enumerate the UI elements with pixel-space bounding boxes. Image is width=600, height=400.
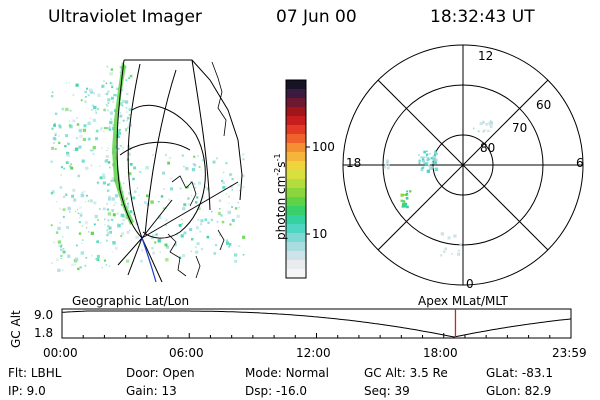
ip-readout: IP: 9.0 <box>8 384 46 398</box>
seq-readout: Seq: 39 <box>364 384 410 398</box>
date-label: 07 Jun 00 <box>276 7 357 27</box>
lat-lon-grid <box>116 59 243 283</box>
filter-readout: Flt: LBHL <box>8 366 62 380</box>
mlt-label-0: 0 <box>466 277 474 291</box>
mlt-label-12: 12 <box>478 49 494 63</box>
colorbar-tick-100: 100 <box>312 140 335 154</box>
glon-readout: GLon: 82.9 <box>486 384 552 398</box>
apex-label: Apex MLat/MLT <box>418 294 508 308</box>
time-tick-2359: 23:59 <box>552 346 587 360</box>
mlt-label-6: 6 <box>576 156 584 170</box>
gain-readout: Gain: 13 <box>126 384 177 398</box>
dsp-readout: Dsp: -16.0 <box>245 384 308 398</box>
gc-alt-readout: GC Alt: 3.5 Re <box>364 366 448 380</box>
coastlines <box>167 61 227 279</box>
mlat-label-80: 80 <box>480 141 496 155</box>
door-readout: Door: Open <box>126 366 195 380</box>
mlat-label-70: 70 <box>512 121 528 135</box>
polar-emission-dots <box>383 120 493 257</box>
auroral-band <box>112 62 134 225</box>
time-label: 18:32:43 UT <box>430 7 535 27</box>
geographic-label: Geographic Lat/Lon <box>72 294 190 308</box>
track-line <box>141 237 157 283</box>
altitude-curve <box>61 310 572 338</box>
colorbar-tick-10: 10 <box>312 227 328 241</box>
altitude-axis-title: GC Alt <box>9 310 23 348</box>
time-tick-0600: 06:00 <box>169 346 204 360</box>
time-tick-1800: 18:00 <box>423 346 458 360</box>
time-tick-0000: 00:00 <box>43 346 78 360</box>
time-tick-1200: 12:00 <box>296 346 331 360</box>
mlt-label-18: 18 <box>346 156 362 170</box>
altitude-min-label: 1.8 <box>34 326 54 340</box>
mlat-label-60: 60 <box>536 98 552 112</box>
altitude-max-label: 9.0 <box>34 308 54 322</box>
mode-readout: Mode: Normal <box>245 366 329 380</box>
glat-readout: GLat: -83.1 <box>486 366 553 380</box>
app-title: Ultraviolet Imager <box>48 7 202 27</box>
